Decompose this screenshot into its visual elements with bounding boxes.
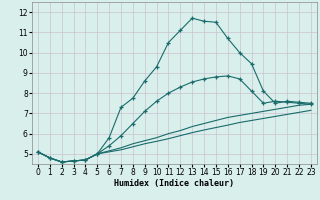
X-axis label: Humidex (Indice chaleur): Humidex (Indice chaleur) bbox=[115, 179, 234, 188]
